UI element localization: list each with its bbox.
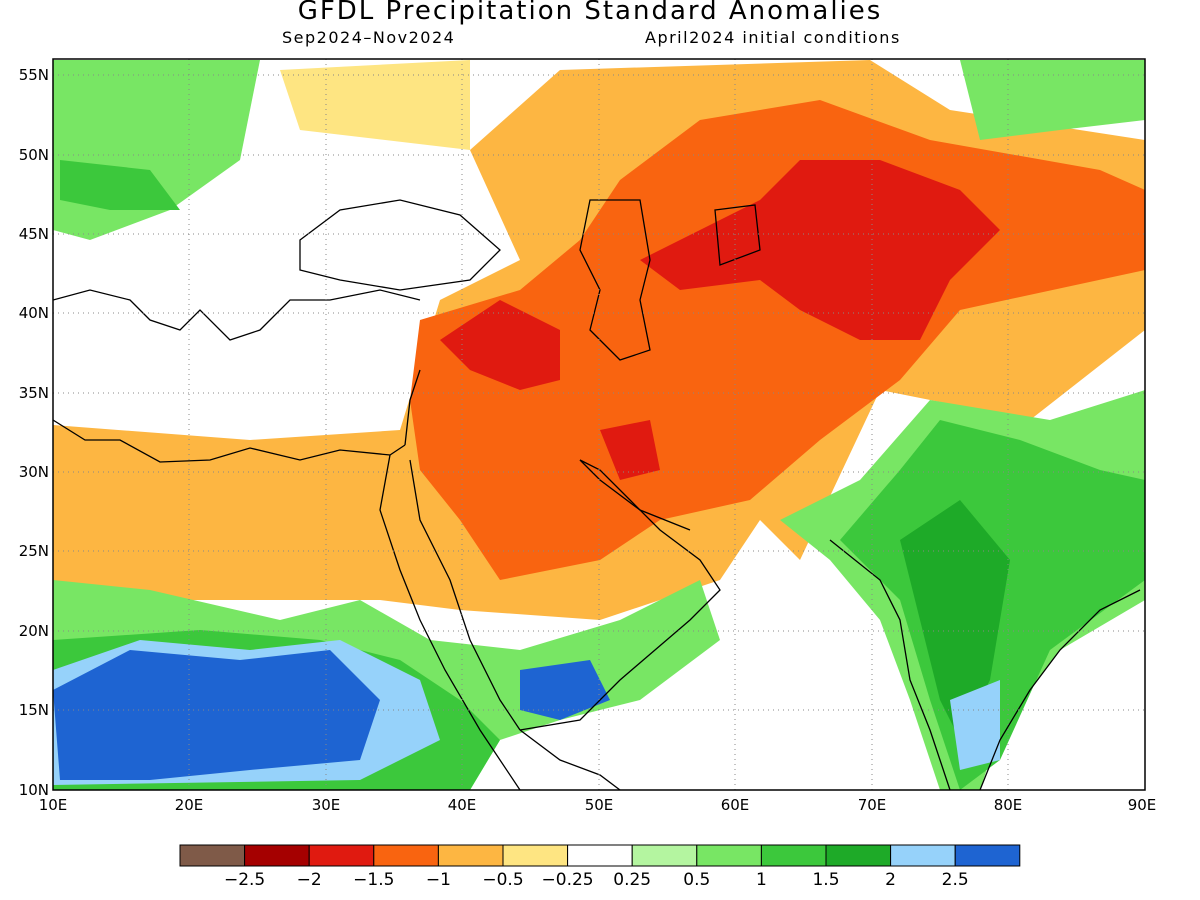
colorbar-label: −2 [297,870,322,890]
coastlines [53,199,1141,790]
colorbar-swatch [954,844,1021,867]
lon-tick-label: 90E [1128,796,1157,814]
lon-tick-label: 80E [994,796,1023,814]
colorbar-swatch [631,844,698,867]
colorbar-swatch [244,844,310,867]
wet-india-light-blue [950,680,1000,770]
colorbar-swatch [373,844,439,867]
colorbar-swatch [760,844,827,867]
mediterranean-north-coast [53,289,421,341]
colorbar-swatch [567,844,633,867]
dry-region-pale [280,60,470,150]
lon-axis: 10E 20E 30E 40E 50E 60E 70E 80E 90E [39,796,1157,814]
colorbar-label: 1 [756,870,767,890]
lat-tick-label: 30N [19,463,49,481]
colorbar-swatch [502,844,569,867]
colorbar-swatch [696,844,762,867]
colorbar-label: 2.5 [942,870,969,890]
dry-core-east [640,160,1000,340]
wet-europe-core [60,160,180,210]
red-sea-east [409,459,521,731]
india-east-coast [979,589,1141,790]
colorbar-label: 0.25 [613,870,651,890]
colorbar-label: −2.5 [224,870,265,890]
colorbar-swatch [179,844,246,867]
colorbar-swatch [825,844,892,867]
lon-tick-label: 10E [39,796,68,814]
lon-tick-label: 50E [585,796,614,814]
colorbar-label: 1.5 [812,870,839,890]
lat-tick-label: 25N [19,542,49,560]
lat-tick-label: 55N [19,66,49,84]
aral-sea [714,204,761,266]
lat-tick-label: 15N [19,701,49,719]
lon-tick-label: 40E [448,796,477,814]
lat-tick-label: 10N [19,781,49,799]
arabia-coast [519,459,721,731]
wet-africa-blue [53,650,380,780]
lat-tick-label: 20N [19,622,49,640]
gridlines [53,59,1145,790]
colorbar-swatch [308,844,375,867]
lon-tick-label: 60E [721,796,750,814]
mediterranean-south-coast [53,419,406,463]
colorbar-label: −1.5 [353,870,394,890]
horn-of-africa-coast [519,729,621,790]
wet-arabia-blue [520,660,610,720]
persian-gulf [579,459,691,531]
black-sea [299,199,501,291]
wet-india-core [900,500,1010,740]
colorbar-label: −0.5 [482,870,523,890]
lat-tick-label: 40N [19,304,49,322]
levant-coast [404,369,421,446]
lon-tick-label: 70E [858,796,887,814]
map-title: GFDL Precipitation Standard Anomalies [297,0,883,26]
caspian-sea [579,199,651,361]
lat-tick-label: 35N [19,384,49,402]
forecast-period: Sep2024–Nov2024 [282,28,456,47]
lon-tick-label: 30E [312,796,341,814]
colorbar: −2.5 −2 −1.5 −1 −0.5 −0.25 0.25 0.5 1 1.5 2 2.5 [179,844,1021,890]
india-west-coast [829,539,951,790]
colorbar-label: 0.5 [683,870,710,890]
lat-tick-label: 50N [19,146,49,164]
dry-core-south [600,420,660,480]
map-frame [52,58,1146,791]
dry-core-west [440,300,560,390]
lon-tick-label: 20E [175,796,204,814]
colorbar-swatch [890,844,956,867]
colorbar-swatch [437,844,504,867]
colorbar-label: −1 [426,870,451,890]
red-sea-west [379,454,521,790]
colorbar-label: 2 [885,870,896,890]
initial-conditions: April2024 initial conditions [645,28,901,47]
colorbar-label: −0.25 [542,870,594,890]
lat-axis: 10N 15N 20N 25N 30N 35N 40N 45N 50N 55N [19,66,49,799]
wet-north-east [960,60,1145,140]
lat-tick-label: 45N [19,225,49,243]
